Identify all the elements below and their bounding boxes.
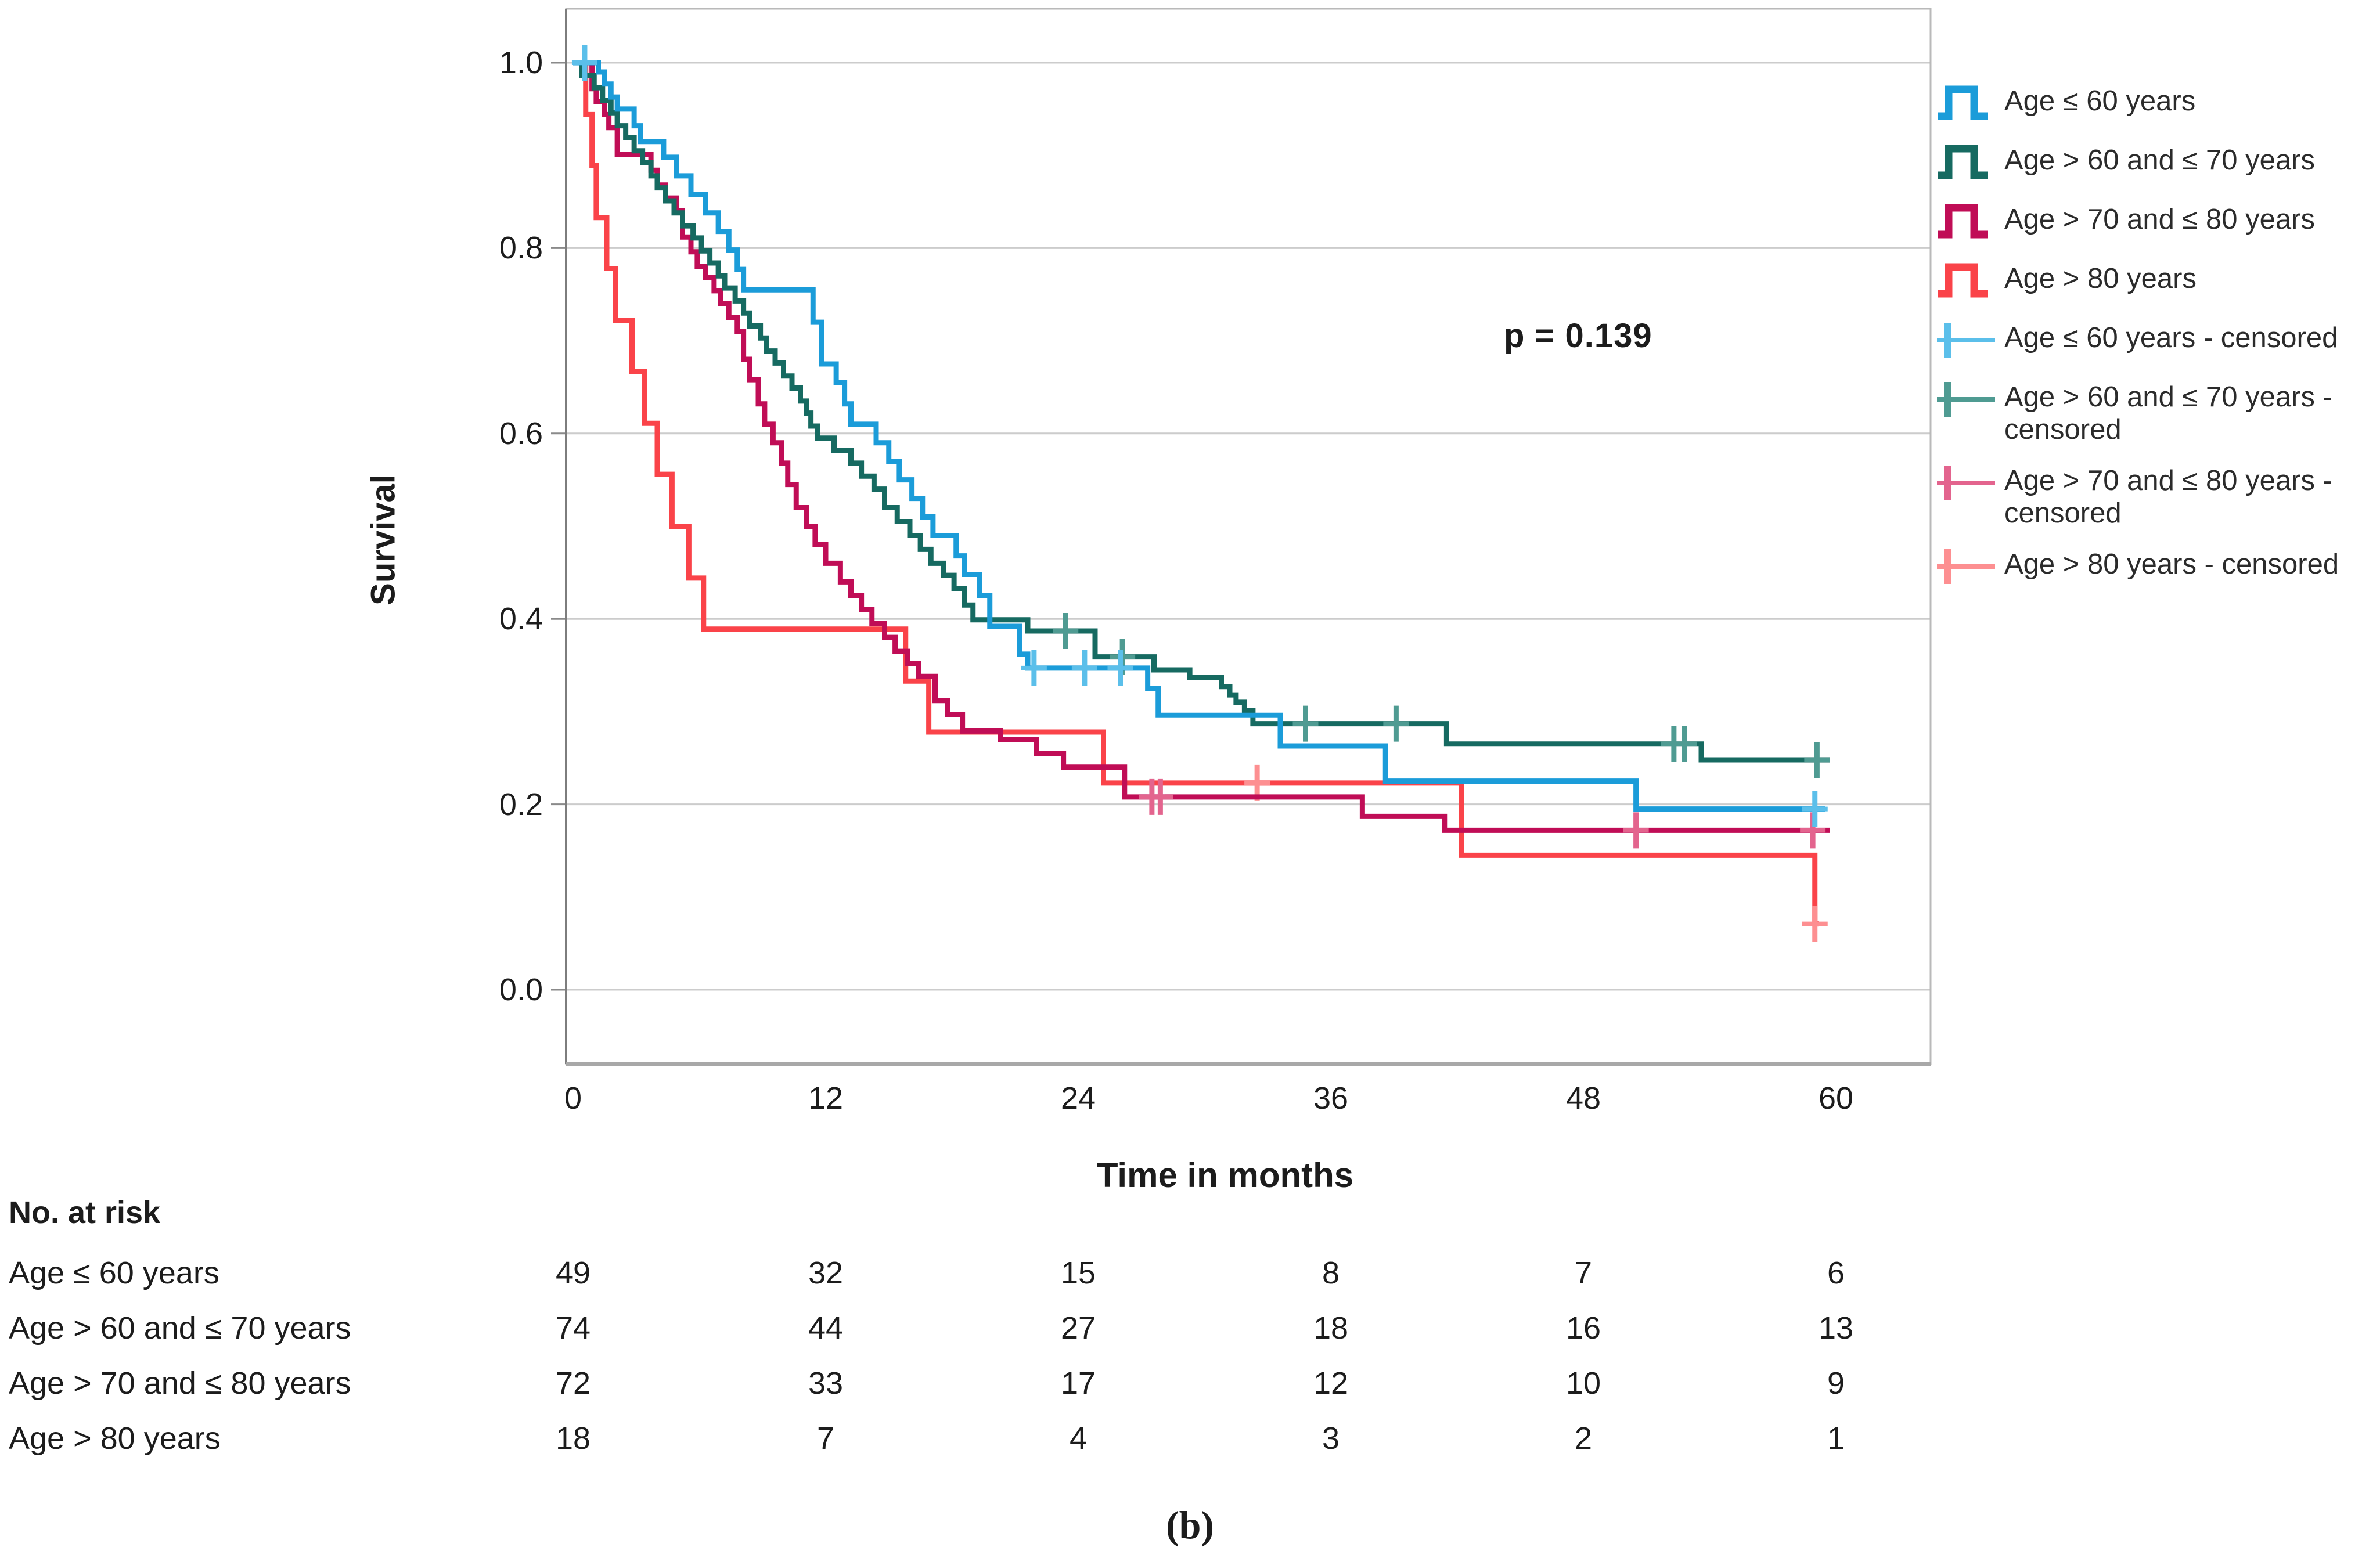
legend-item: Age > 70 and ≤ 80 years bbox=[1935, 199, 2379, 244]
censor-marks-age-70-80 bbox=[1139, 778, 1826, 849]
risk-value: 18 bbox=[1313, 1311, 1349, 1346]
legend-item: Age > 80 years bbox=[1935, 258, 2379, 303]
risk-value: 74 bbox=[555, 1311, 591, 1346]
x-tick-label: 48 bbox=[1565, 1081, 1601, 1116]
x-tick-label: 24 bbox=[1060, 1081, 1096, 1116]
legend: Age ≤ 60 years Age > 60 and ≤ 70 years Age… bbox=[1935, 80, 2379, 603]
legend-item: Age ≤ 60 years - censored bbox=[1935, 317, 2379, 362]
y-tick-label: 0.6 bbox=[499, 416, 543, 451]
risk-value: 49 bbox=[555, 1256, 591, 1290]
risk-value: 44 bbox=[808, 1311, 844, 1346]
risk-row-label: Age > 70 and ≤ 80 years bbox=[9, 1366, 351, 1401]
legend-item-label: Age > 80 years bbox=[2004, 263, 2197, 294]
p-value-annotation: p = 0.139 bbox=[1504, 317, 1652, 355]
risk-value: 12 bbox=[1313, 1366, 1349, 1401]
x-tick-label: 0 bbox=[564, 1081, 582, 1116]
y-tick-label: 0.2 bbox=[499, 787, 543, 822]
risk-value: 1 bbox=[1827, 1421, 1845, 1456]
risk-value: 6 bbox=[1827, 1256, 1845, 1290]
y-axis-title: Survival bbox=[364, 474, 402, 605]
risk-row-label: Age > 60 and ≤ 70 years bbox=[9, 1311, 351, 1346]
x-tick-label: 36 bbox=[1313, 1081, 1349, 1116]
y-tick-label: 0.4 bbox=[499, 601, 543, 637]
km-curve-age-le-60 bbox=[573, 60, 1825, 812]
risk-value: 72 bbox=[555, 1366, 591, 1401]
legend-item: Age > 60 and ≤ 70 years bbox=[1935, 139, 2379, 185]
risk-value: 18 bbox=[555, 1421, 591, 1456]
legend-swatch-solid-icon bbox=[1938, 204, 1988, 239]
censor-marks-age-gt-80 bbox=[1244, 764, 1828, 942]
y-tick-label: 0.0 bbox=[499, 972, 543, 1007]
legend-item: Age > 70 and ≤ 80 years - censored bbox=[1935, 460, 2379, 529]
legend-swatch-censored-icon bbox=[1937, 549, 1995, 584]
plot-frame bbox=[565, 8, 1932, 1065]
x-tick-label: 12 bbox=[808, 1081, 844, 1116]
risk-value: 17 bbox=[1060, 1366, 1096, 1401]
legend-item-label: Age > 80 years - censored bbox=[2004, 549, 2339, 580]
risk-value: 2 bbox=[1574, 1421, 1593, 1456]
legend-swatch-solid-icon bbox=[1938, 85, 1988, 120]
legend-item-label: Age > 70 and ≤ 80 years - censored bbox=[2004, 465, 2332, 529]
risk-value: 3 bbox=[1322, 1421, 1340, 1456]
risk-value: 32 bbox=[808, 1256, 844, 1290]
legend-swatch-solid-icon bbox=[1938, 145, 1988, 179]
legend-item: Age ≤ 60 years bbox=[1935, 80, 2379, 125]
risk-value: 33 bbox=[808, 1366, 844, 1401]
legend-swatch-solid-icon bbox=[1938, 263, 1988, 298]
legend-item-label: Age > 60 and ≤ 70 years - censored bbox=[2004, 381, 2332, 445]
risk-value: 7 bbox=[816, 1421, 835, 1456]
y-tick-label: 1.0 bbox=[499, 45, 543, 80]
risk-value: 7 bbox=[1574, 1256, 1593, 1290]
km-curve-age-gt-80 bbox=[573, 60, 1819, 927]
figure-caption: (b) bbox=[1165, 1503, 1215, 1547]
legend-item: Age > 60 and ≤ 70 years - censored bbox=[1935, 376, 2379, 446]
risk-value: 27 bbox=[1060, 1311, 1096, 1346]
legend-item-label: Age > 70 and ≤ 80 years bbox=[2004, 204, 2315, 235]
risk-value: 16 bbox=[1565, 1311, 1601, 1346]
x-tick-label: 60 bbox=[1818, 1081, 1854, 1116]
risk-value: 15 bbox=[1060, 1256, 1096, 1290]
risk-value: 10 bbox=[1565, 1366, 1601, 1401]
legend-item-label: Age > 60 and ≤ 70 years bbox=[2004, 145, 2315, 176]
x-axis-title: Time in months bbox=[1096, 1156, 1354, 1195]
legend-item: Age > 80 years - censored bbox=[1935, 543, 2379, 589]
legend-item-label: Age ≤ 60 years bbox=[2004, 85, 2196, 117]
risk-value: 13 bbox=[1818, 1311, 1854, 1346]
y-tick-label: 0.8 bbox=[499, 230, 543, 266]
risk-row-label: Age > 80 years bbox=[9, 1421, 221, 1456]
risk-table-title: No. at risk bbox=[9, 1195, 161, 1230]
risk-row-label: Age ≤ 60 years bbox=[9, 1256, 219, 1290]
risk-value: 8 bbox=[1322, 1256, 1340, 1290]
legend-item-label: Age ≤ 60 years - censored bbox=[2004, 322, 2338, 354]
censor-marks-age-60-70 bbox=[1053, 612, 1830, 778]
censor-marks-age-le-60 bbox=[571, 45, 1828, 827]
km-curve-age-60-70 bbox=[573, 60, 1830, 763]
legend-swatch-censored-icon bbox=[1937, 466, 1995, 500]
risk-value: 9 bbox=[1827, 1366, 1845, 1401]
risk-value: 4 bbox=[1069, 1421, 1088, 1456]
legend-swatch-censored-icon bbox=[1937, 323, 1995, 358]
legend-swatch-censored-icon bbox=[1937, 382, 1995, 417]
